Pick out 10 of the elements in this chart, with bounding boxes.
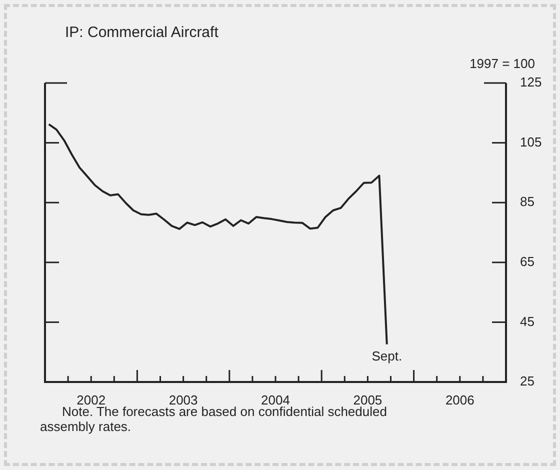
y-axis-title: 1997 = 100: [470, 56, 535, 71]
y-tick-label: 25: [520, 374, 534, 389]
y-tick-label: 65: [520, 254, 534, 269]
x-tick-label: 2006: [445, 392, 474, 408]
y-tick-label: 105: [520, 134, 542, 150]
y-tick-label: 125: [520, 74, 542, 90]
y-tick-label: 85: [520, 194, 534, 210]
chart-title: IP: Commercial Aircraft: [65, 24, 218, 41]
y-tick-label: 45: [520, 314, 534, 329]
annotation: Sept.: [372, 348, 402, 364]
